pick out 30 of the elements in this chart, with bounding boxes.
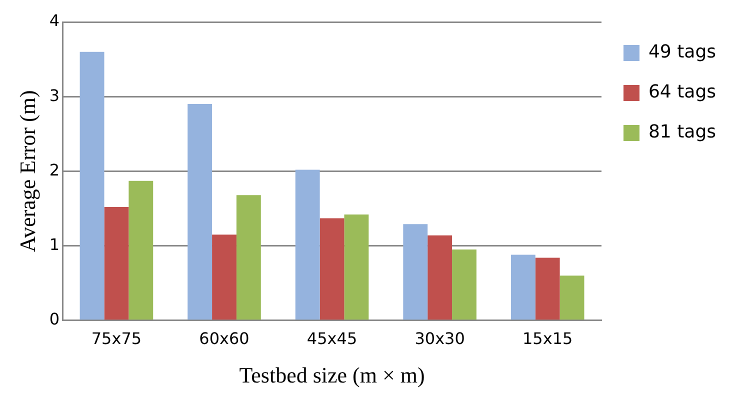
y-tick-label: 1	[49, 234, 60, 254]
y-axis-title: Average Error (m)	[14, 90, 40, 252]
bar	[104, 207, 129, 320]
bar	[212, 234, 236, 320]
bar	[452, 250, 476, 320]
y-tick-label: 2	[49, 160, 60, 180]
bar	[428, 235, 452, 320]
bar	[295, 170, 320, 320]
bar	[510, 254, 536, 320]
x-tick-label: 45x45	[306, 329, 358, 348]
y-tick-label: 4	[49, 11, 60, 30]
bar	[128, 180, 154, 320]
bar	[535, 258, 560, 320]
x-tick-label: 75x75	[91, 329, 142, 348]
bar	[188, 104, 212, 320]
bar	[320, 218, 344, 320]
x-tick-label: 15x15	[522, 329, 573, 348]
legend-label: 81 tags	[648, 122, 716, 143]
legend-label: 64 tags	[648, 82, 716, 103]
bar	[80, 52, 104, 320]
x-tick-label: 60x60	[199, 329, 250, 348]
bar	[403, 224, 428, 320]
x-tick-label: 30x30	[414, 329, 465, 348]
bar	[344, 214, 369, 320]
y-tick-label: 3	[49, 86, 60, 105]
x-axis-title: Testbed size (m × m)	[239, 362, 425, 388]
y-tick-label: 0	[49, 310, 60, 329]
bar	[560, 276, 584, 320]
bar	[236, 195, 261, 320]
legend-label: 49 tags	[648, 42, 716, 63]
